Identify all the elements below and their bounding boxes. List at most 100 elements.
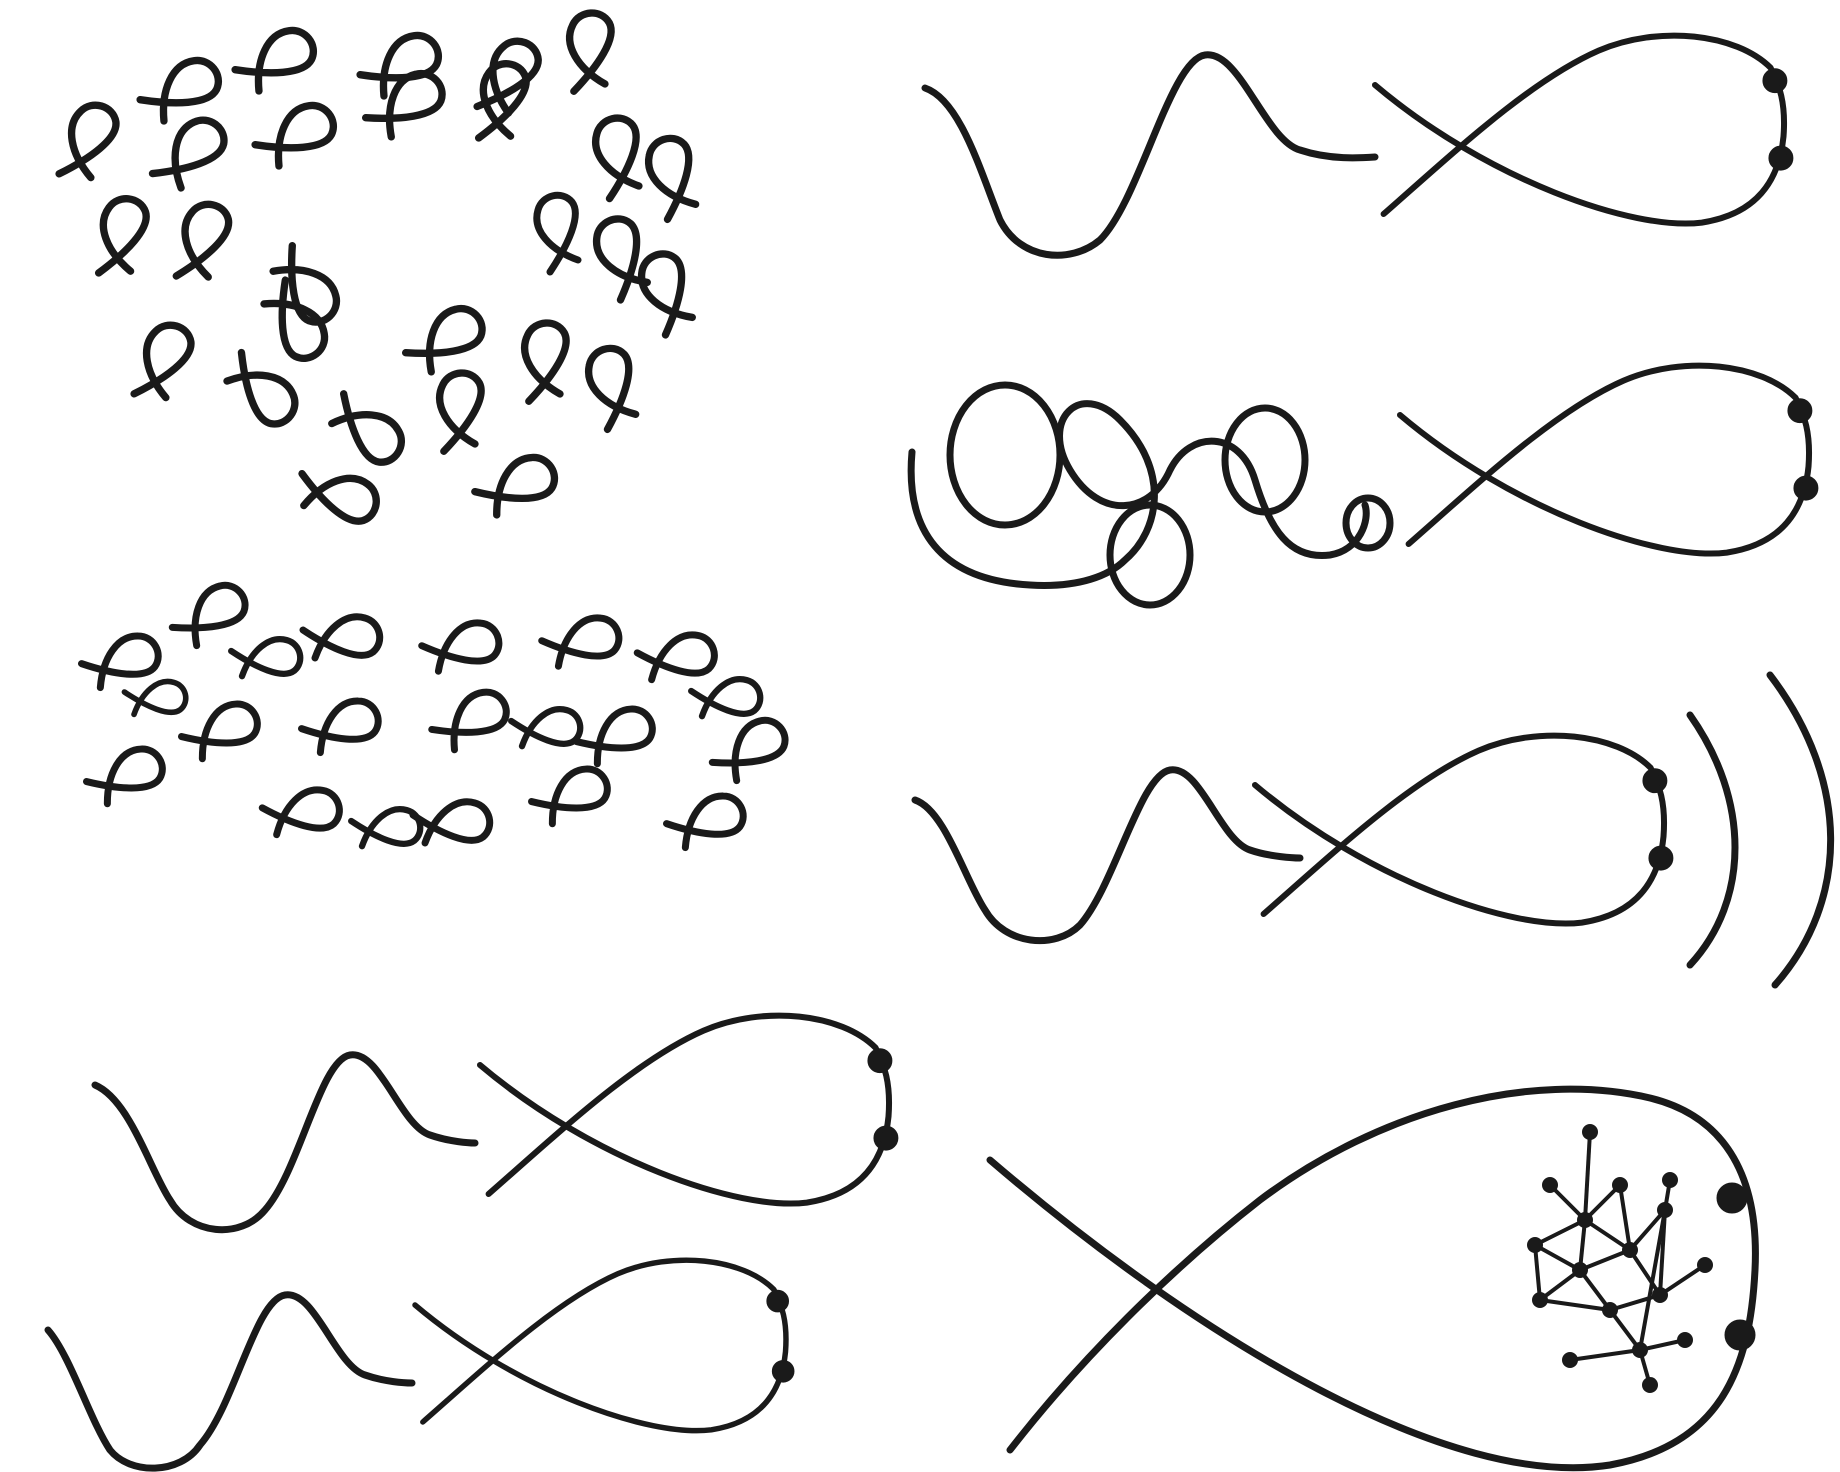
network-edge: [1534, 1243, 1581, 1272]
school-fish: [177, 698, 263, 763]
school-fish: [647, 137, 697, 221]
network-edge: [1578, 1219, 1587, 1271]
network-node: [1622, 1242, 1638, 1258]
fish-body: [1251, 732, 1674, 927]
network-edge: [1534, 1218, 1586, 1247]
network-edge: [1548, 1183, 1587, 1222]
fish-body: [986, 1085, 1759, 1472]
school-fish: [419, 619, 502, 673]
network-edge: [1583, 1183, 1622, 1222]
school-fish: [587, 347, 637, 431]
network-node: [1652, 1287, 1668, 1303]
network-edge: [1583, 1218, 1632, 1252]
fish-body-lower: [412, 1257, 795, 1434]
network-node: [1657, 1202, 1673, 1218]
school-fish: [537, 195, 578, 272]
school-fish: [572, 703, 658, 768]
network-edge: [1618, 1184, 1632, 1251]
network-node: [1577, 1212, 1593, 1228]
school-fish: [86, 193, 154, 283]
school-fish: [229, 23, 320, 96]
sound-arc-outer: [1766, 671, 1835, 989]
sound-arc-inner: [1686, 711, 1739, 969]
wave-trail: [921, 51, 1379, 259]
fish-school-ring: [47, 10, 697, 529]
school-fish: [292, 461, 382, 529]
school-fish: [430, 370, 487, 457]
school-fish: [399, 300, 490, 378]
school-fish: [636, 633, 716, 681]
school-fish: [560, 10, 617, 97]
school-fish: [303, 617, 380, 658]
network-edge: [1628, 1208, 1667, 1252]
network-node: [1612, 1177, 1628, 1193]
school-fish: [706, 713, 793, 787]
school-fish: [82, 743, 168, 808]
network-edge: [1579, 1248, 1631, 1272]
network-node: [1582, 1124, 1598, 1140]
wave-trail: [911, 766, 1304, 945]
network-edge: [1569, 1348, 1641, 1362]
eye-dot-upper: [1716, 1182, 1748, 1214]
school-fish: [596, 118, 639, 199]
network-node: [1527, 1237, 1543, 1253]
school-fish: [539, 614, 622, 668]
network-node: [1697, 1257, 1713, 1273]
school-fish: [323, 384, 411, 472]
network-node: [1642, 1377, 1658, 1393]
network-edge: [1578, 1268, 1612, 1312]
school-fish: [134, 53, 225, 126]
fish-school-grid: [78, 578, 793, 851]
school-fish: [144, 111, 233, 196]
fish-with-loopy-tail: [907, 362, 1819, 609]
school-fish: [47, 97, 125, 188]
network-node: [1542, 1177, 1558, 1193]
school-fish: [470, 451, 560, 519]
network-node: [1532, 1292, 1548, 1308]
network-edge: [1658, 1263, 1707, 1297]
fish-with-sound-waves: [911, 671, 1835, 989]
school-fish: [638, 250, 695, 337]
network-edge: [1583, 1131, 1592, 1221]
school-fish: [78, 631, 163, 691]
network-edge: [1628, 1248, 1662, 1297]
network-edge: [1539, 1298, 1611, 1312]
network-edge: [1609, 1293, 1661, 1312]
school-fish: [122, 317, 200, 408]
fish-body: [1371, 32, 1794, 227]
network-node: [1572, 1262, 1588, 1278]
school-fish: [426, 685, 513, 755]
eye-dot-lower: [1724, 1319, 1756, 1351]
network-edge: [1533, 1244, 1542, 1301]
network-graph: [1527, 1124, 1713, 1393]
school-fish: [515, 320, 572, 407]
wave-trail-lower: [44, 1291, 416, 1472]
school-fish: [166, 578, 253, 652]
school-fish: [663, 791, 748, 851]
school-fish: [527, 763, 613, 828]
fish-with-wavy-tail: [921, 32, 1794, 259]
school-fish: [261, 788, 341, 836]
fish-body: [1396, 362, 1819, 557]
network-node: [1602, 1302, 1618, 1318]
school-fish: [511, 709, 580, 746]
network-edge: [1638, 1209, 1667, 1351]
network-edge: [1538, 1268, 1582, 1302]
fish-body-upper: [476, 1012, 899, 1207]
school-fish: [164, 197, 237, 288]
school-fish: [413, 802, 490, 843]
school-fish: [231, 639, 300, 676]
network-node: [1677, 1332, 1693, 1348]
wave-trail-upper: [91, 1051, 479, 1234]
school-fish: [267, 239, 345, 330]
network-node: [1662, 1172, 1678, 1188]
school-fish: [298, 696, 383, 756]
fish-with-network: [986, 1085, 1759, 1472]
fish-pair-left: [44, 1012, 899, 1472]
school-fish: [249, 98, 340, 171]
network-edge: [1608, 1308, 1642, 1352]
network-node: [1562, 1352, 1578, 1368]
school-fish: [124, 681, 185, 714]
school-fish: [691, 679, 760, 716]
